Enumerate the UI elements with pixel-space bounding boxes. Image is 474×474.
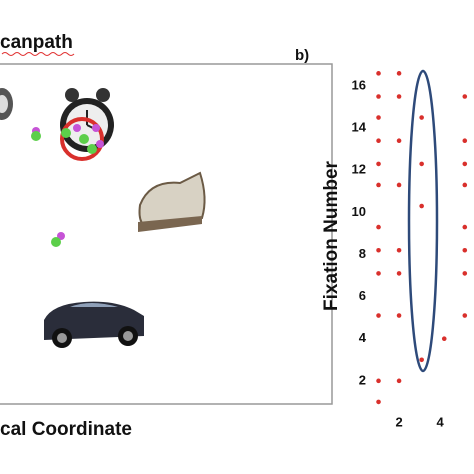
point (462, 224, 468, 230)
point (376, 71, 381, 76)
spell-underline (1, 52, 75, 56)
point (376, 161, 381, 167)
point (441, 336, 447, 342)
point (419, 203, 424, 209)
point (376, 224, 381, 230)
point (419, 161, 424, 167)
point (419, 115, 424, 120)
point (396, 138, 402, 144)
point (376, 182, 381, 188)
y-axis-label: Fixation Number (321, 160, 342, 311)
y-tick-label: 2 (359, 372, 366, 387)
point (396, 313, 402, 318)
x-tick-label: 2 (395, 414, 402, 429)
point (396, 182, 402, 188)
point (396, 271, 402, 276)
object-left (0, 88, 13, 120)
y-tick-label: 6 (359, 288, 366, 303)
point (462, 94, 468, 99)
point (396, 71, 402, 76)
point (376, 399, 381, 405)
point (462, 313, 468, 318)
car (44, 301, 144, 348)
fixation-circle (60, 117, 104, 161)
y-tick-label: 8 (359, 246, 366, 261)
point (396, 94, 402, 99)
highlight-ellipse (407, 69, 439, 373)
panel-label: b) (295, 47, 309, 64)
stimulus-frame (0, 63, 333, 405)
point (376, 313, 381, 318)
point (396, 247, 402, 253)
point (376, 378, 381, 384)
point (376, 94, 381, 99)
point (462, 161, 468, 167)
point (376, 271, 381, 276)
y-tick-label: 14 (352, 120, 367, 135)
point (376, 138, 381, 144)
x-tick-label: 4 (437, 414, 445, 429)
y-tick-label: 12 (352, 162, 366, 177)
point (462, 138, 468, 144)
point (376, 115, 381, 120)
point (419, 357, 424, 363)
point (376, 247, 381, 253)
panel-a-x-label: cal Coordinate (0, 419, 132, 440)
panel-a-title: canpath (0, 32, 73, 53)
y-tick-label: 4 (359, 330, 367, 345)
shoe (138, 171, 206, 232)
point (462, 247, 468, 253)
point (462, 182, 468, 188)
y-tick-label: 16 (352, 77, 366, 92)
y-tick-label: 10 (352, 204, 366, 219)
point (462, 271, 468, 276)
scanpath (31, 124, 104, 247)
point (396, 378, 402, 384)
